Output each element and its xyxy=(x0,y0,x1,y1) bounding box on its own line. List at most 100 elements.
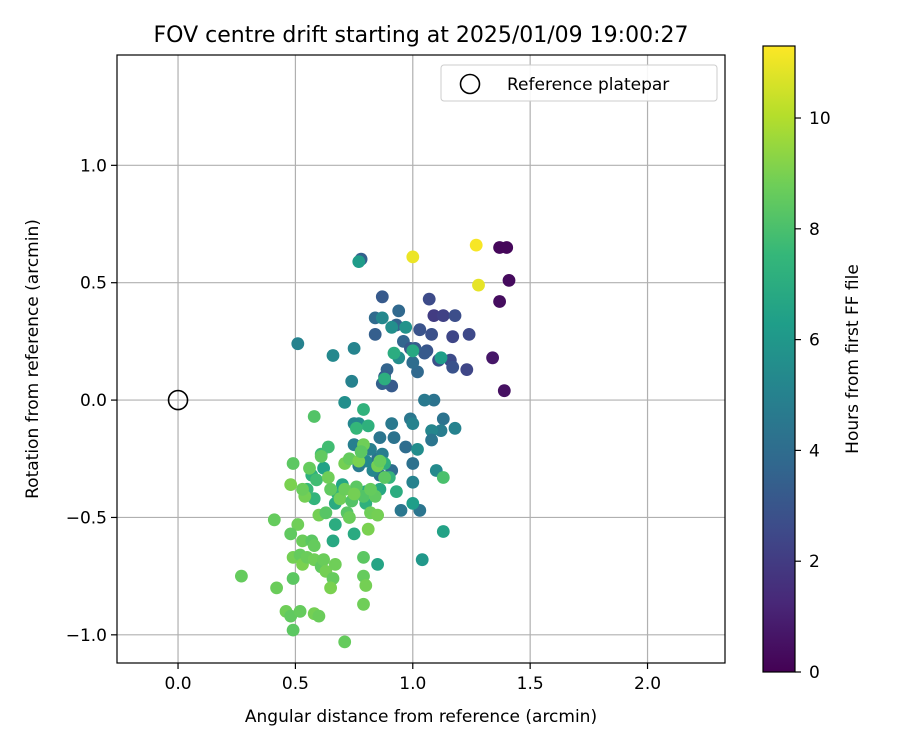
legend-marker-icon xyxy=(459,73,481,95)
data-point xyxy=(354,445,368,459)
data-point xyxy=(448,309,462,322)
data-point xyxy=(394,504,408,517)
y-tick-label: 1.0 xyxy=(80,156,107,176)
data-point xyxy=(446,360,460,374)
y-tick-label: 0.5 xyxy=(80,274,107,294)
data-point xyxy=(375,311,389,325)
data-point xyxy=(317,553,330,567)
data-point xyxy=(497,384,511,398)
data-point xyxy=(502,274,516,287)
colorbar-ticks: 0 2 4 6 8 10 xyxy=(795,109,831,683)
data-point xyxy=(347,342,361,355)
plot-frame xyxy=(116,54,726,664)
data-point xyxy=(361,419,375,433)
data-point xyxy=(296,534,309,548)
x-tick-label: 1.0 xyxy=(399,674,426,694)
data-point xyxy=(357,597,370,611)
data-point xyxy=(321,471,335,484)
data-point xyxy=(378,471,391,484)
data-point xyxy=(427,393,441,407)
legend-box xyxy=(440,64,718,102)
data-point xyxy=(307,539,321,552)
colorbar-tick-label: 10 xyxy=(809,109,831,129)
data-point xyxy=(284,478,298,491)
data-point xyxy=(415,553,429,567)
data-point xyxy=(385,417,399,430)
data-point xyxy=(448,421,462,435)
colorbar-tick-label: 0 xyxy=(809,663,820,683)
scatter-points xyxy=(235,238,516,649)
data-point xyxy=(399,320,413,334)
data-point xyxy=(343,511,356,524)
data-point xyxy=(436,525,450,538)
data-point xyxy=(469,238,483,252)
data-point xyxy=(390,485,403,498)
colorbar-tick-label: 2 xyxy=(809,552,820,572)
data-point xyxy=(364,482,377,496)
data-point xyxy=(267,513,281,527)
data-point xyxy=(324,482,337,496)
colorbar-tick-label: 8 xyxy=(809,220,820,240)
data-point xyxy=(347,527,361,541)
data-point xyxy=(371,508,384,522)
data-point xyxy=(406,497,420,510)
colorbar xyxy=(762,45,796,673)
data-point xyxy=(291,337,305,351)
data-point xyxy=(434,351,448,365)
data-point xyxy=(324,581,337,595)
data-point xyxy=(392,304,406,318)
data-point xyxy=(462,328,476,341)
data-point xyxy=(345,374,359,388)
x-tick-label: 1.5 xyxy=(517,674,544,694)
y-tick-label: 0.0 xyxy=(80,391,107,411)
data-point xyxy=(357,403,370,416)
data-point xyxy=(406,344,420,358)
x-tick-label: 2.0 xyxy=(634,674,661,694)
y-axis-label: Rotation from reference (arcmin) xyxy=(23,219,43,499)
data-point xyxy=(427,309,441,322)
data-point xyxy=(368,328,382,341)
data-point xyxy=(493,295,506,308)
data-point xyxy=(338,635,352,649)
data-point xyxy=(314,450,328,463)
data-point xyxy=(286,623,300,637)
data-point xyxy=(352,255,366,268)
x-axis-label: Angular distance from reference (arcmin) xyxy=(245,707,597,727)
data-point xyxy=(387,346,401,360)
data-point xyxy=(460,363,474,376)
data-point xyxy=(385,320,399,334)
data-point xyxy=(359,579,373,592)
legend-label: Reference platepar xyxy=(507,75,669,95)
data-point xyxy=(406,250,420,264)
legend: Reference platepar xyxy=(440,64,718,102)
data-point xyxy=(361,522,375,536)
data-point xyxy=(399,440,413,454)
data-point xyxy=(425,424,438,437)
data-point xyxy=(328,518,342,531)
data-point xyxy=(418,393,431,407)
data-point xyxy=(303,461,316,475)
data-point xyxy=(321,440,335,454)
data-point xyxy=(406,356,420,369)
data-point xyxy=(319,506,333,520)
data-point xyxy=(375,290,389,304)
data-point xyxy=(284,527,298,541)
data-point xyxy=(357,551,370,564)
data-point xyxy=(347,487,361,501)
grid-lines xyxy=(117,55,725,663)
colorbar-tick-label: 4 xyxy=(809,441,820,461)
data-point xyxy=(387,431,401,444)
data-point xyxy=(434,424,448,437)
data-point xyxy=(373,431,387,444)
data-point xyxy=(413,323,427,337)
data-point xyxy=(406,475,420,489)
data-point xyxy=(270,581,283,595)
colorbar-label: Hours from first FF file xyxy=(843,264,863,454)
data-point xyxy=(373,454,387,468)
data-point xyxy=(436,412,450,426)
data-point xyxy=(350,421,363,435)
data-point xyxy=(286,457,300,470)
x-axis-ticks: 0.0 0.5 1.0 1.5 2.0 xyxy=(165,663,661,694)
data-point xyxy=(296,482,309,496)
